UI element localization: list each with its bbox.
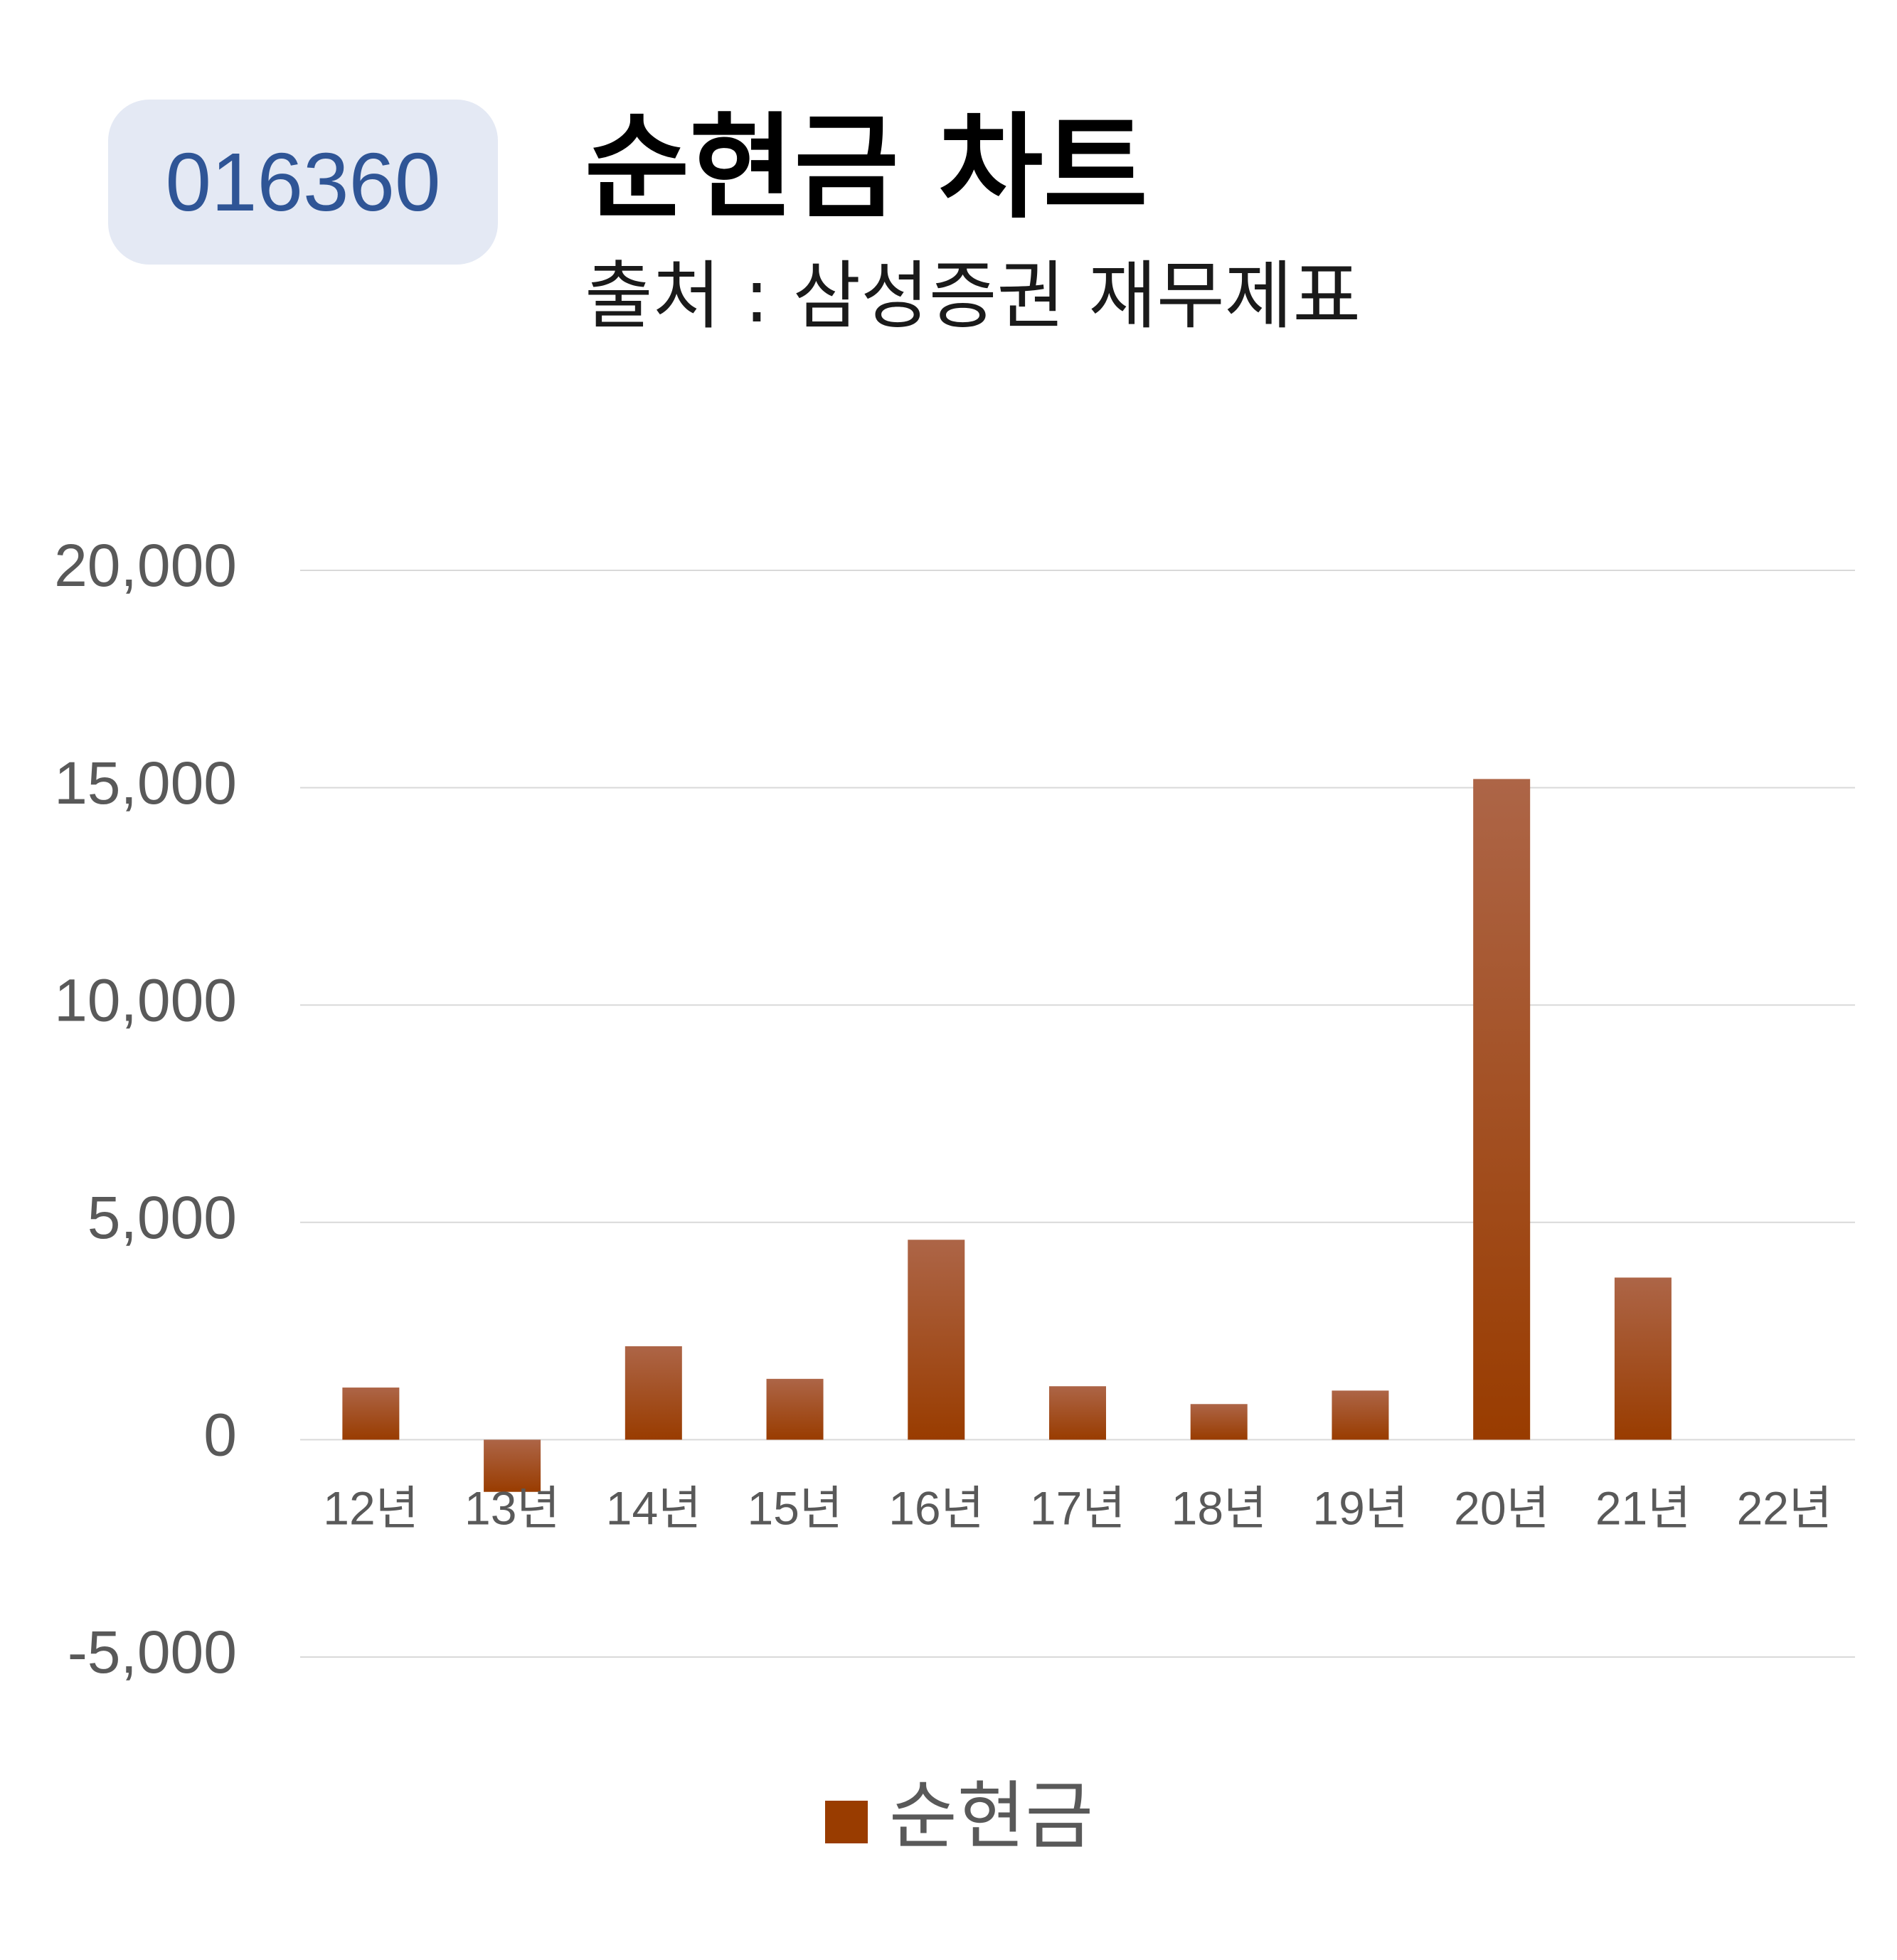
bars <box>342 779 1672 1492</box>
legend-label: 순현금 <box>889 1775 1093 1858</box>
bar <box>484 1439 541 1492</box>
y-tick-label: 20,000 <box>54 532 237 599</box>
chart-title: 순현금 차트 <box>585 101 1148 234</box>
stock-code: 016360 <box>165 136 441 228</box>
x-tick-label: 18년 <box>1171 1481 1267 1534</box>
y-tick-label: -5,000 <box>68 1619 237 1685</box>
x-tick-label: 21년 <box>1595 1481 1691 1534</box>
bar <box>908 1240 965 1440</box>
x-tick-label: 14년 <box>606 1481 701 1534</box>
legend-swatch <box>825 1801 868 1843</box>
bar <box>625 1346 682 1440</box>
x-axis-tick-labels: 12년 13년 14년 15년 16년 17년 18년 19년 20년 21년 22년 <box>323 1481 1832 1534</box>
x-tick-label: 13년 <box>464 1481 560 1534</box>
x-tick-label: 12년 <box>323 1481 418 1534</box>
legend: 순현금 <box>825 1775 1093 1858</box>
bar <box>1473 779 1531 1440</box>
stock-code-badge: 016360 <box>108 100 498 265</box>
y-tick-label: 15,000 <box>54 750 237 816</box>
y-tick-label: 5,000 <box>87 1184 237 1251</box>
x-tick-label: 20년 <box>1454 1481 1549 1534</box>
bar <box>1614 1277 1672 1440</box>
y-tick-label: 10,000 <box>54 966 237 1033</box>
bar <box>766 1378 824 1440</box>
y-axis-tick-labels: 20,000 15,000 10,000 5,000 0 -5,000 <box>54 532 237 1685</box>
bar <box>342 1388 400 1440</box>
x-tick-label: 17년 <box>1030 1481 1125 1534</box>
bar <box>1190 1404 1248 1440</box>
bar <box>1049 1386 1106 1440</box>
x-tick-label: 19년 <box>1312 1481 1408 1534</box>
x-tick-label: 16년 <box>888 1481 984 1534</box>
x-tick-label: 22년 <box>1737 1481 1832 1534</box>
x-tick-label: 15년 <box>747 1481 842 1534</box>
bar <box>1332 1390 1389 1440</box>
chart-subtitle: 출처 : 삼성증권 재무제표 <box>585 252 1361 339</box>
y-tick-label: 0 <box>203 1402 237 1469</box>
